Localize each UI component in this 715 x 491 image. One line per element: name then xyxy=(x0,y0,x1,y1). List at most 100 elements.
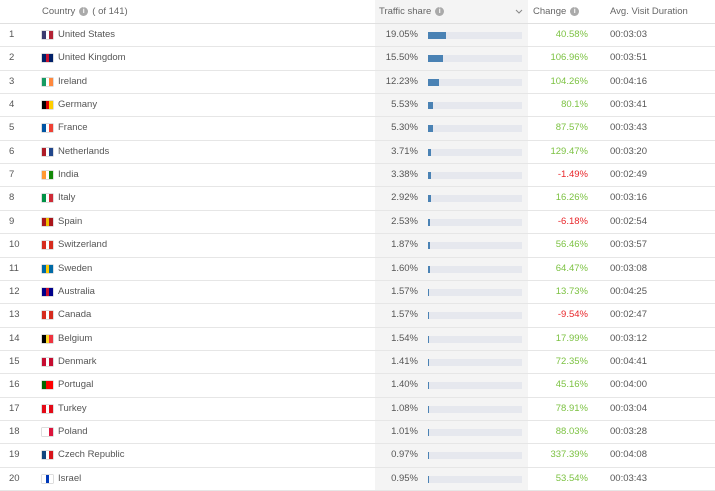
country-name[interactable]: Germany xyxy=(58,99,98,111)
table-row[interactable]: 11 Sweden 1.60% 64.47% 00:03:08 xyxy=(0,258,715,281)
share-bar-track xyxy=(428,428,522,436)
duration-header[interactable]: Avg. Visit Duration xyxy=(610,0,688,24)
table-row[interactable]: 8 Italy 2.92% 16.26% 00:03:16 xyxy=(0,187,715,211)
country-header[interactable]: Country i( of 141) xyxy=(42,0,128,24)
country-name[interactable]: Netherlands xyxy=(58,145,110,157)
rank: 6 xyxy=(9,145,15,157)
visit-duration: 00:04:16 xyxy=(610,75,647,87)
country-name[interactable]: Portugal xyxy=(58,379,94,391)
country-name[interactable]: Czech Republic xyxy=(58,449,125,461)
traffic-share: 0.97% xyxy=(391,449,418,461)
info-icon[interactable]: i xyxy=(570,6,580,16)
country-name[interactable]: Australia xyxy=(58,285,95,297)
share-bar xyxy=(428,405,429,413)
visit-duration: 00:03:16 xyxy=(610,192,647,204)
visit-duration: 00:03:03 xyxy=(610,29,647,40)
country-name[interactable]: United Kingdom xyxy=(58,52,126,64)
table-row[interactable]: 7 India 3.38% -1.49% 00:02:49 xyxy=(0,164,715,188)
country-name[interactable]: Spain xyxy=(58,215,83,227)
visit-duration: 00:02:49 xyxy=(610,169,647,181)
share-bar xyxy=(428,382,430,390)
table-row[interactable]: 10 Switzerland 1.87% 56.46% 00:03:57 xyxy=(0,234,715,258)
share-bar-track xyxy=(428,218,522,226)
traffic-share: 1.60% xyxy=(391,262,418,274)
share-bar-track xyxy=(428,335,522,343)
visit-duration: 00:02:47 xyxy=(610,309,647,321)
flag-icon xyxy=(42,287,54,296)
country-name[interactable]: Ireland xyxy=(58,75,88,87)
info-icon[interactable]: i xyxy=(79,6,89,16)
country-name[interactable]: France xyxy=(58,122,88,134)
change: 87.57% xyxy=(555,122,588,134)
table-row[interactable]: 6 Netherlands 3.71% 129.47% 00:03:20 xyxy=(0,141,715,165)
rank: 20 xyxy=(9,472,20,484)
table-row[interactable]: 17 Turkey 1.08% 78.91% 00:03:04 xyxy=(0,398,715,421)
change-header-text: Change xyxy=(533,6,567,17)
share-bar-track xyxy=(428,148,522,156)
country-name[interactable]: Turkey xyxy=(58,402,87,414)
rank: 11 xyxy=(9,262,19,274)
change: 80.1% xyxy=(561,99,588,111)
table-row[interactable]: 13 Canada 1.57% -9.54% 00:02:47 xyxy=(0,304,715,328)
country-name[interactable]: Denmark xyxy=(58,355,97,367)
country-name[interactable]: Canada xyxy=(58,309,92,321)
flag-icon xyxy=(42,31,54,39)
flag-icon xyxy=(42,217,54,226)
table-row[interactable]: 9 Spain 2.53% -6.18% 00:02:54 xyxy=(0,211,715,235)
visit-duration: 00:03:08 xyxy=(610,262,647,274)
country-name[interactable]: Sweden xyxy=(58,262,93,274)
table-row[interactable]: 1 United States 19.05% 40.58% 00:03:03 xyxy=(0,24,715,48)
table-row[interactable]: 2 United Kingdom 15.50% 106.96% 00:03:51 xyxy=(0,47,715,71)
rank: 4 xyxy=(9,99,15,111)
table-row[interactable]: 18 Poland 1.01% 88.03% 00:03:28 xyxy=(0,421,715,445)
traffic-share: 1.57% xyxy=(391,285,418,297)
change: 16.26% xyxy=(555,192,588,204)
flag-icon xyxy=(42,427,54,436)
table-row[interactable]: 20 Israel 0.95% 53.54% 00:03:43 xyxy=(0,468,715,491)
traffic-share: 19.05% xyxy=(385,29,418,40)
change: 40.58% xyxy=(555,29,588,40)
table-row[interactable]: 19 Czech Republic 0.97% 337.39% 00:04:08 xyxy=(0,444,715,468)
table-row[interactable]: 3 Ireland 12.23% 104.26% 00:04:16 xyxy=(0,71,715,95)
info-icon[interactable]: i xyxy=(435,6,445,16)
traffic-share: 5.53% xyxy=(391,99,418,111)
traffic-share: 1.87% xyxy=(391,239,418,251)
change: -1.49% xyxy=(557,169,588,181)
flag-icon xyxy=(42,54,54,63)
table-row[interactable]: 14 Belgium 1.54% 17.99% 00:03:12 xyxy=(0,328,715,351)
sort-chevron[interactable] xyxy=(515,9,523,15)
country-name[interactable]: Israel xyxy=(58,472,82,484)
traffic-share: 2.53% xyxy=(391,215,418,227)
table-row[interactable]: 15 Denmark 1.41% 72.35% 00:04:41 xyxy=(0,351,715,375)
share-bar-track xyxy=(428,242,522,250)
country-name[interactable]: India xyxy=(58,169,79,181)
country-name[interactable]: Belgium xyxy=(58,332,93,344)
share-bar xyxy=(428,218,431,226)
country-name[interactable]: Switzerland xyxy=(58,239,108,251)
country-name[interactable]: United States xyxy=(58,29,116,40)
rank: 17 xyxy=(9,402,20,414)
rank: 12 xyxy=(9,285,20,297)
country-name[interactable]: Italy xyxy=(58,192,76,204)
country-name[interactable]: Poland xyxy=(58,425,88,437)
share-bar-track xyxy=(428,78,522,86)
traffic-header[interactable]: Traffic share i xyxy=(379,0,525,24)
share-bar xyxy=(428,428,429,436)
share-bar-track xyxy=(428,475,522,483)
change: 56.46% xyxy=(555,239,588,251)
rank: 1 xyxy=(9,29,15,40)
flag-icon xyxy=(42,334,54,343)
share-bar xyxy=(428,32,446,39)
change: 104.26% xyxy=(550,75,588,87)
table-row[interactable]: 16 Portugal 1.40% 45.16% 00:04:00 xyxy=(0,374,715,398)
table-row[interactable]: 5 France 5.30% 87.57% 00:03:43 xyxy=(0,117,715,141)
flag-icon xyxy=(42,381,54,390)
visit-duration: 00:03:43 xyxy=(610,122,647,134)
change: 129.47% xyxy=(550,145,588,157)
change-header[interactable]: Change i xyxy=(533,0,583,24)
table-row[interactable]: 4 Germany 5.53% 80.1% 00:03:41 xyxy=(0,94,715,118)
traffic-share: 1.40% xyxy=(391,379,418,391)
share-bar xyxy=(428,102,434,110)
table-row[interactable]: 12 Australia 1.57% 13.73% 00:04:25 xyxy=(0,281,715,305)
